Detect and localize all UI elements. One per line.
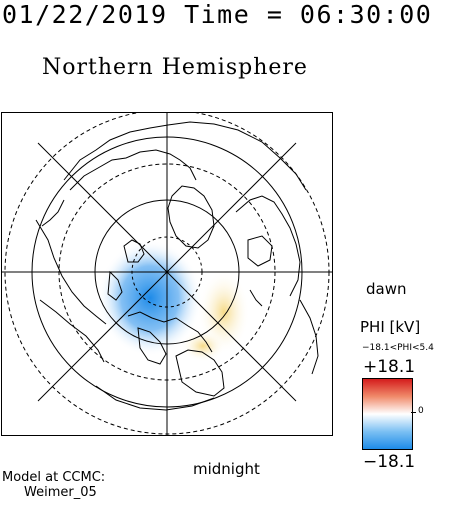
dawn-label: dawn — [366, 280, 407, 298]
colorbar-zero-tick — [411, 412, 416, 413]
plot-title: Northern Hemisphere — [42, 55, 308, 80]
colorbar-max-label: +18.1 — [363, 357, 416, 377]
date-time-header: 01/22/2019 Time = 06:30:00 — [2, 0, 433, 29]
model-credit: Model at CCMC: — [2, 470, 106, 485]
meridian-lines — [1, 112, 333, 436]
colorbar — [362, 378, 413, 450]
colorbar-range: −18.1<PHI<5.4 — [362, 343, 434, 353]
latitude-circles — [4, 112, 330, 435]
negative-potential-cell — [98, 240, 202, 356]
coastlines — [35, 121, 319, 411]
colorbar-min-label: −18.1 — [363, 452, 416, 472]
midnight-label: midnight — [193, 460, 260, 478]
colorbar-title: PHI [kV] — [360, 318, 421, 336]
model-name: Weimer_05 — [24, 485, 97, 500]
polar-map — [1, 112, 333, 436]
map-frame — [1, 112, 333, 436]
colorbar-zero-label: 0 — [418, 406, 424, 416]
